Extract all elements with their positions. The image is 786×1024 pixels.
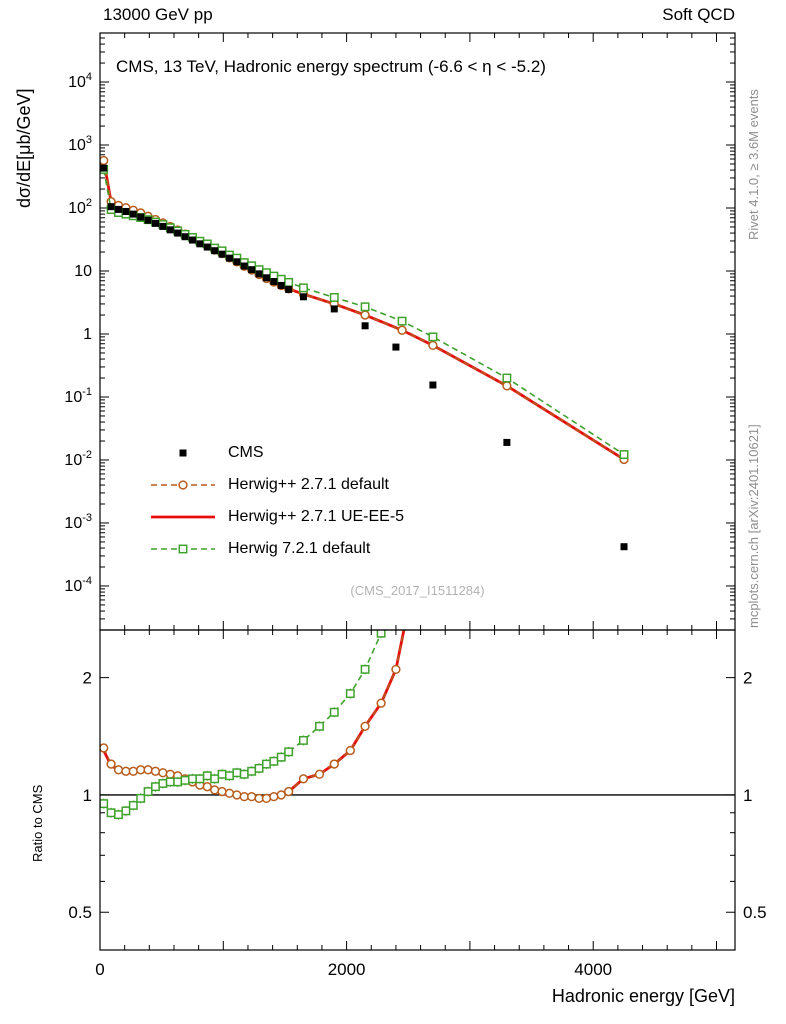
ratio-tick-label: 1 (743, 786, 752, 805)
herwigpp-default-marker-icon (151, 480, 215, 490)
series-main-cms (100, 164, 628, 551)
y-tick-label: 10-1 (64, 386, 92, 406)
legend-item-herwigpp-ueee5: Herwig++ 2.7.1 UE-EE-5 (148, 501, 404, 533)
herwigpp-ueee5-line-icon (151, 515, 215, 519)
beam-energy-label: 13000 GeV pp (103, 5, 213, 24)
x-tick-label: 2000 (328, 960, 366, 979)
y-tick-label: 104 (68, 71, 92, 91)
ratio-axis-label: Ratio to CMS (30, 784, 45, 862)
ratio-panel-frame (99, 629, 736, 951)
legend-item-herwigpp-default: Herwig++ 2.7.1 default (148, 469, 404, 501)
ratio-tick-label: 2 (743, 669, 752, 688)
ratio-tick-label: 0.5 (743, 903, 767, 922)
x-tick-label: 0 (95, 960, 104, 979)
y-tick-label: 10-4 (64, 575, 92, 595)
y-tick-label: 10-3 (64, 512, 92, 532)
legend-label: Herwig 7.2.1 default (228, 540, 371, 557)
legend-label: Herwig++ 2.7.1 UE-EE-5 (228, 508, 405, 525)
legend-item-cms: CMS (148, 437, 404, 469)
y-tick-label: 1 (83, 326, 92, 343)
y-axis-label: dσ/dE[μb/GeV] (14, 88, 34, 208)
x-tick-label: 4000 (574, 960, 612, 979)
ratio-tick-label: 0.5 (68, 903, 92, 922)
ratio-tick-label: 2 (83, 669, 92, 688)
y-tick-label: 10 (74, 263, 92, 280)
herwig7-default-marker-icon (151, 544, 215, 554)
legend-item-herwig7-default: Herwig 7.2.1 default (148, 533, 404, 565)
rivet-version-label: Rivet 4.1.0, ≥ 3.6M events (746, 89, 761, 240)
x-axis-label: Hadronic energy [GeV] (551, 986, 735, 1006)
series-ratio-herwig7-default (100, 630, 386, 820)
ratio-tick-label: 1 (83, 786, 92, 805)
legend: CMS Herwig++ 2.7.1 default Herwig++ 2.7.… (148, 437, 404, 565)
y-tick-label: 103 (68, 134, 92, 154)
plot-title: CMS, 13 TeV, Hadronic energy spectrum (-… (116, 57, 546, 76)
analysis-id-watermark: (CMS_2017_I1511284) (350, 583, 485, 598)
process-group-label: Soft QCD (662, 5, 735, 24)
y-tick-label: 10-2 (64, 449, 92, 469)
legend-label: CMS (228, 444, 264, 461)
legend-label: Herwig++ 2.7.1 default (228, 476, 389, 493)
y-tick-label: 102 (68, 197, 92, 217)
cms-marker-icon (179, 449, 187, 457)
mcplots-credit-label: mcplots.cern.ch [arXiv:2401.10621] (746, 424, 761, 628)
